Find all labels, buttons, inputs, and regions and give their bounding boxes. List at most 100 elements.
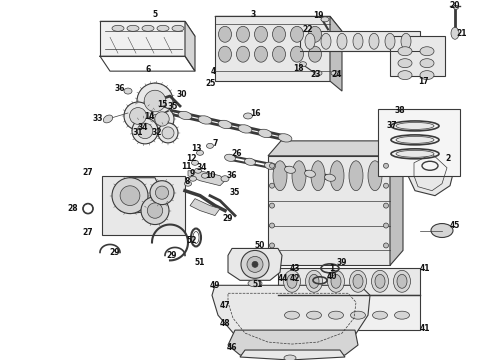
Polygon shape [300,31,420,51]
Ellipse shape [305,170,316,177]
Circle shape [120,186,140,206]
Ellipse shape [394,311,410,319]
Ellipse shape [375,274,385,288]
Text: 18: 18 [293,64,303,73]
Ellipse shape [219,26,231,42]
Ellipse shape [287,274,297,288]
Polygon shape [215,16,330,81]
Polygon shape [102,176,185,235]
Text: 41: 41 [420,264,430,273]
Polygon shape [100,21,195,36]
Ellipse shape [353,274,363,288]
Ellipse shape [270,163,274,168]
Text: 12: 12 [186,154,196,163]
Text: 42: 42 [290,274,300,283]
Ellipse shape [349,270,367,292]
Ellipse shape [309,274,319,288]
Text: 31: 31 [133,129,143,138]
Ellipse shape [272,46,286,62]
Ellipse shape [337,33,347,49]
Text: 25: 25 [206,78,216,87]
Circle shape [150,181,174,204]
Ellipse shape [270,223,274,228]
Text: 35: 35 [168,102,178,111]
Circle shape [132,118,158,144]
Ellipse shape [398,47,412,56]
Ellipse shape [368,161,382,191]
Ellipse shape [311,161,325,191]
Text: 10: 10 [205,171,215,180]
Ellipse shape [397,274,407,288]
Ellipse shape [221,176,229,182]
Ellipse shape [327,270,344,292]
Text: 33: 33 [93,114,103,123]
Text: 37: 37 [387,121,397,130]
Ellipse shape [270,183,274,188]
Text: 23: 23 [311,69,321,78]
Text: 3: 3 [250,10,256,19]
Text: 24: 24 [332,69,342,78]
Ellipse shape [309,26,321,42]
Ellipse shape [127,25,139,31]
Text: 2: 2 [445,154,451,163]
Ellipse shape [273,161,287,191]
Polygon shape [215,16,342,31]
Text: 41: 41 [420,324,430,333]
Circle shape [247,256,263,273]
Ellipse shape [431,224,453,238]
Ellipse shape [124,88,132,94]
Ellipse shape [385,33,395,49]
Ellipse shape [178,111,192,120]
Ellipse shape [142,25,154,31]
Polygon shape [190,199,220,216]
Text: 5: 5 [152,10,158,19]
Text: 20: 20 [450,1,460,10]
Circle shape [141,197,169,225]
Polygon shape [185,21,195,71]
Polygon shape [268,156,390,265]
Text: 28: 28 [68,204,78,213]
Text: 43: 43 [290,264,300,273]
Circle shape [150,107,174,131]
Ellipse shape [331,71,339,76]
Text: 15: 15 [157,99,167,108]
Ellipse shape [384,223,389,228]
Text: 1: 1 [329,264,335,273]
Text: 52: 52 [187,236,197,245]
Ellipse shape [185,181,192,186]
Circle shape [147,203,163,218]
Text: 34: 34 [197,163,207,172]
Polygon shape [100,21,185,56]
Text: 26: 26 [232,149,242,158]
Ellipse shape [258,129,272,138]
Ellipse shape [401,33,411,49]
Text: 39: 39 [337,258,347,267]
Text: 11: 11 [181,162,191,171]
Text: 32: 32 [152,129,162,138]
Ellipse shape [270,203,274,208]
Text: 29: 29 [110,248,120,257]
Ellipse shape [393,270,411,292]
Polygon shape [278,268,420,295]
Ellipse shape [265,162,275,169]
Ellipse shape [206,143,214,148]
Ellipse shape [384,203,389,208]
Ellipse shape [291,46,303,62]
Ellipse shape [219,46,231,62]
Ellipse shape [396,122,434,129]
Text: 30: 30 [177,90,187,99]
Text: 45: 45 [450,221,460,230]
Ellipse shape [284,355,296,360]
Text: 27: 27 [83,228,93,237]
Polygon shape [240,350,345,360]
Ellipse shape [420,71,434,80]
Ellipse shape [237,46,249,62]
Text: 38: 38 [394,107,405,116]
Polygon shape [408,151,455,195]
Circle shape [137,83,173,119]
Ellipse shape [278,134,292,142]
Text: 27: 27 [83,168,93,177]
Circle shape [144,90,166,112]
Text: 51: 51 [253,280,263,289]
Polygon shape [228,248,282,280]
